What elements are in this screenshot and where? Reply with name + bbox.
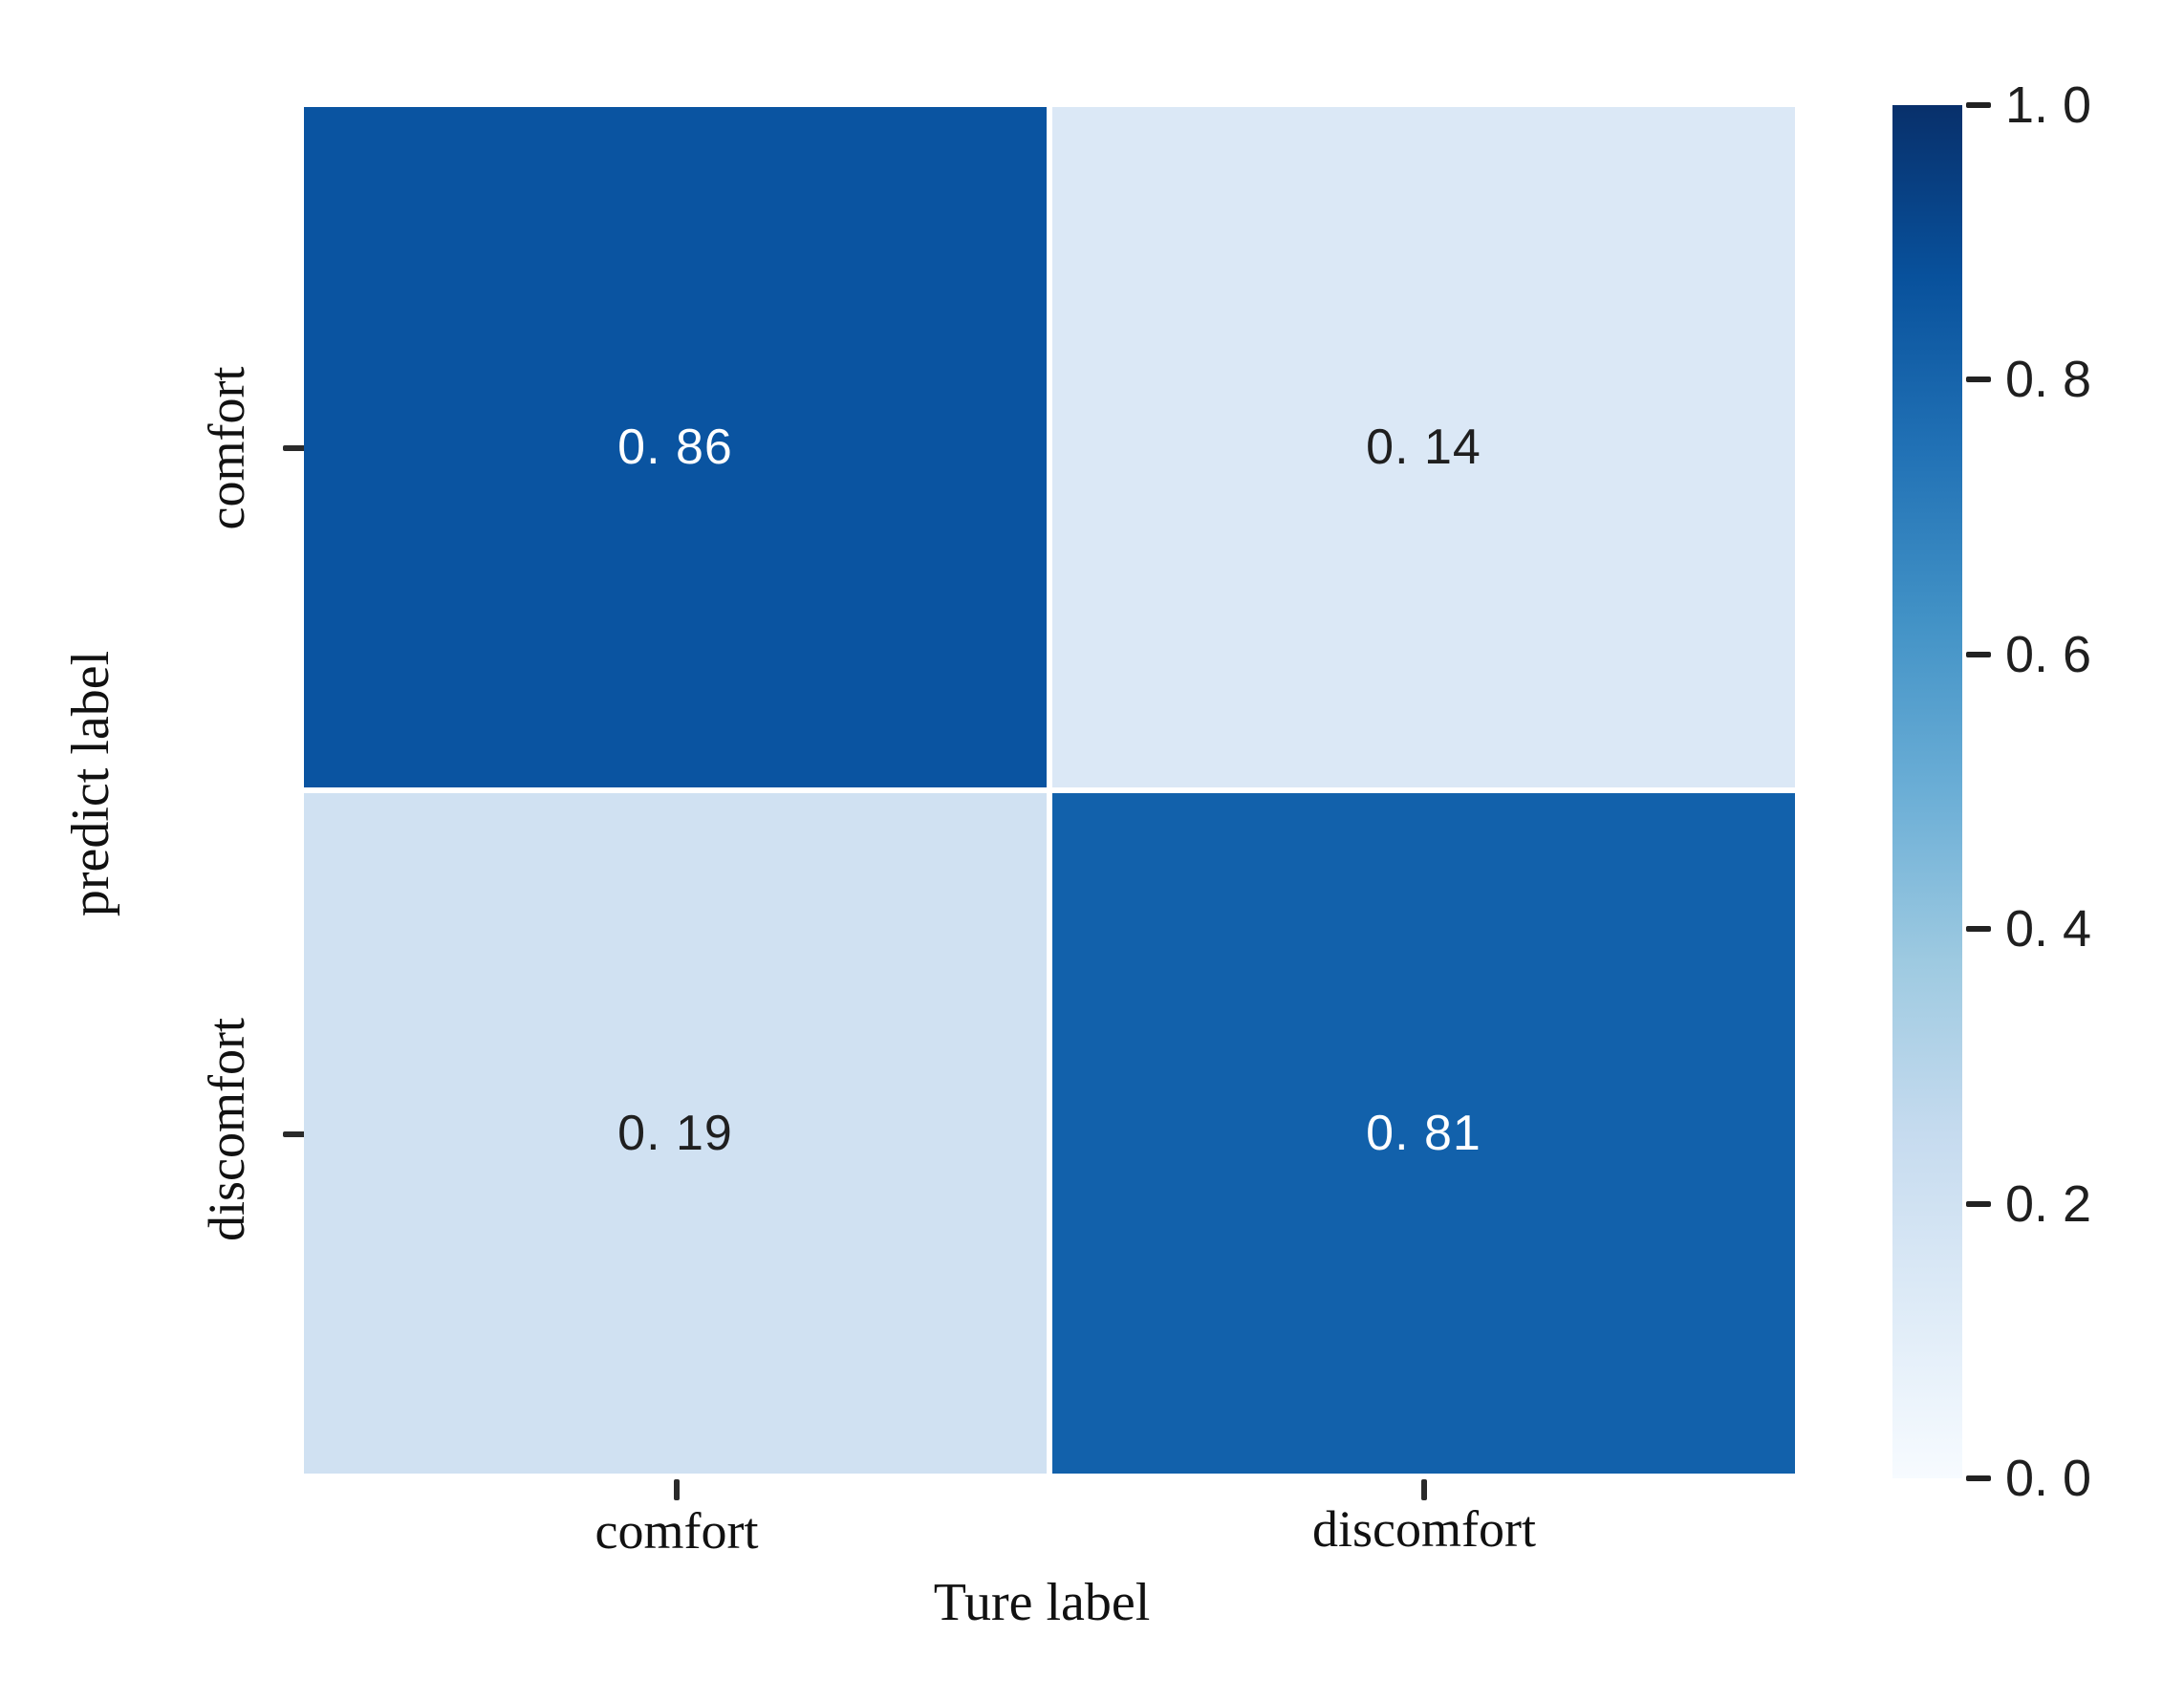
y-tick-mark-row0 xyxy=(283,445,306,451)
y-tick-mark-row1 xyxy=(283,1131,306,1137)
x-tick-label-discomfort: discomfort xyxy=(1312,1500,1536,1558)
x-tick-mark-col0 xyxy=(674,1479,680,1500)
x-axis-title: Ture label xyxy=(933,1573,1151,1632)
colorbar-tick-label-0.0: 0. 0 xyxy=(2005,1450,2092,1507)
colorbar-tick-mark-0.2 xyxy=(1966,1201,1991,1207)
colorbar-tick-label-1.0: 1. 0 xyxy=(2005,76,2092,134)
colorbar-tick-label-0.8: 0. 8 xyxy=(2005,351,2092,408)
colorbar-tick-mark-0.4 xyxy=(1966,926,1991,932)
matrix-cell-r1c1: 0. 81 xyxy=(1052,793,1795,1474)
colorbar-tick-label-0.6: 0. 6 xyxy=(2005,626,2092,683)
y-tick-label-comfort: comfort xyxy=(198,366,255,530)
colorbar-tick-label-0.2: 0. 2 xyxy=(2005,1175,2092,1233)
y-axis-title: predict label xyxy=(61,650,120,917)
colorbar-gradient xyxy=(1892,105,1962,1478)
y-tick-label-discomfort: discomfort xyxy=(198,1018,255,1241)
matrix-cell-r1c0: 0. 19 xyxy=(304,793,1047,1474)
colorbar-tick-mark-0.0 xyxy=(1966,1475,1991,1481)
matrix-cell-r0c1: 0. 14 xyxy=(1052,107,1795,787)
colorbar-tick-mark-0.8 xyxy=(1966,377,1991,382)
matrix-cell-r0c0: 0. 86 xyxy=(304,107,1047,787)
x-tick-label-comfort: comfort xyxy=(595,1502,759,1560)
x-tick-mark-col1 xyxy=(1421,1479,1427,1500)
heatmap-matrix: 0. 86 0. 14 0. 19 0. 81 xyxy=(304,107,1795,1474)
colorbar-tick-mark-0.6 xyxy=(1966,652,1991,657)
colorbar-tick-label-0.4: 0. 4 xyxy=(2005,900,2092,958)
colorbar-tick-mark-1.0 xyxy=(1966,102,1991,108)
